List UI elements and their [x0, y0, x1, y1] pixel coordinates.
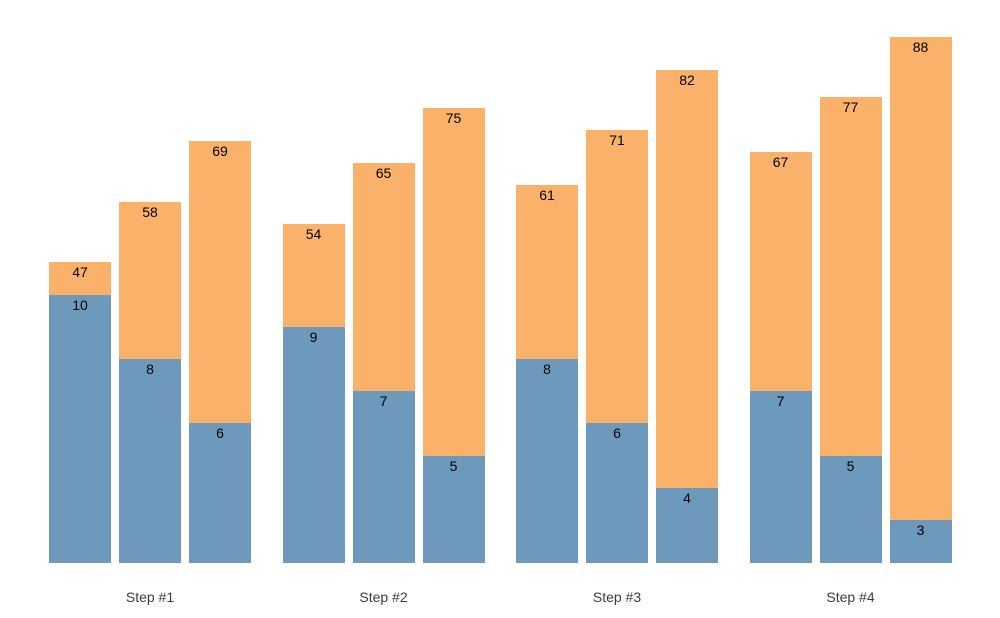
- stacked-bar: 71 6: [586, 130, 648, 563]
- bar-segment-bottom: 9: [282, 326, 345, 563]
- bar-value-label-top: 71: [609, 132, 625, 149]
- stacked-bar: 58 8: [119, 201, 181, 563]
- bar-value-label-top: 75: [445, 110, 462, 127]
- bar-value-label-bottom: 9: [309, 328, 318, 345]
- bar-value-label-bottom: 6: [216, 425, 224, 442]
- bar-value-label-top: 69: [212, 143, 228, 160]
- stacked-bar: 77 5: [819, 97, 882, 563]
- bar-segment-bottom: 7: [352, 391, 415, 563]
- bar-value-label-bottom: 10: [72, 296, 88, 313]
- stacked-bar: 47 10: [49, 262, 111, 563]
- bar-value-label-top: 82: [679, 71, 695, 88]
- stacked-bar: 82 4: [656, 69, 718, 563]
- bar-value-label-bottom: 6: [613, 425, 621, 442]
- bar-value-label-bottom: 8: [543, 361, 551, 377]
- bar-value-label-top: 58: [142, 203, 158, 220]
- bar-segment-bottom: 3: [889, 520, 952, 563]
- bar-segment-bottom: 10: [49, 294, 111, 563]
- bar-value-label-bottom: 5: [449, 457, 458, 474]
- bar-segment-bottom: 5: [422, 455, 485, 563]
- bar-value-label-top: 47: [72, 264, 88, 280]
- x-axis-category-label: Step #4: [826, 589, 875, 605]
- stacked-bar: 67 7: [749, 152, 812, 563]
- bar-segment-bottom: 6: [189, 423, 251, 563]
- bar-value-label-top: 65: [375, 165, 392, 182]
- x-axis-category-label: Step #3: [592, 589, 642, 605]
- bar-value-label-top: 77: [842, 99, 859, 116]
- bar-segment-bottom: 7: [749, 391, 812, 563]
- bar-segment-bottom: 5: [819, 455, 882, 563]
- bar-value-label-top: 54: [305, 225, 322, 242]
- bar-value-label-top: 67: [772, 154, 789, 171]
- bar-value-label-top: 61: [539, 187, 555, 204]
- stacked-bar: 88 3: [889, 36, 952, 563]
- bar-value-label-bottom: 8: [146, 361, 154, 377]
- bar-value-label-bottom: 5: [846, 457, 855, 474]
- bar-segment-bottom: 6: [586, 423, 648, 563]
- bar-value-label-bottom: 7: [776, 393, 785, 410]
- bar-value-label-top: 88: [912, 38, 929, 55]
- stacked-bar: 54 9: [282, 223, 345, 563]
- x-axis-category-label: Step #1: [125, 589, 175, 605]
- x-axis-category-label: Step #2: [359, 589, 408, 605]
- stacked-bar: 69 6: [189, 141, 251, 563]
- bar-value-label-bottom: 4: [683, 489, 691, 506]
- bar-segment-bottom: 8: [516, 359, 578, 563]
- stacked-bar: 75 5: [422, 108, 485, 563]
- bar-value-label-bottom: 7: [379, 393, 388, 410]
- bar-segment-bottom: 8: [119, 359, 181, 563]
- stacked-bar: 65 7: [352, 163, 415, 563]
- bar-value-label-bottom: 3: [916, 522, 925, 538]
- bar-segment-bottom: 4: [656, 487, 718, 563]
- stacked-bar: 61 8: [516, 185, 578, 563]
